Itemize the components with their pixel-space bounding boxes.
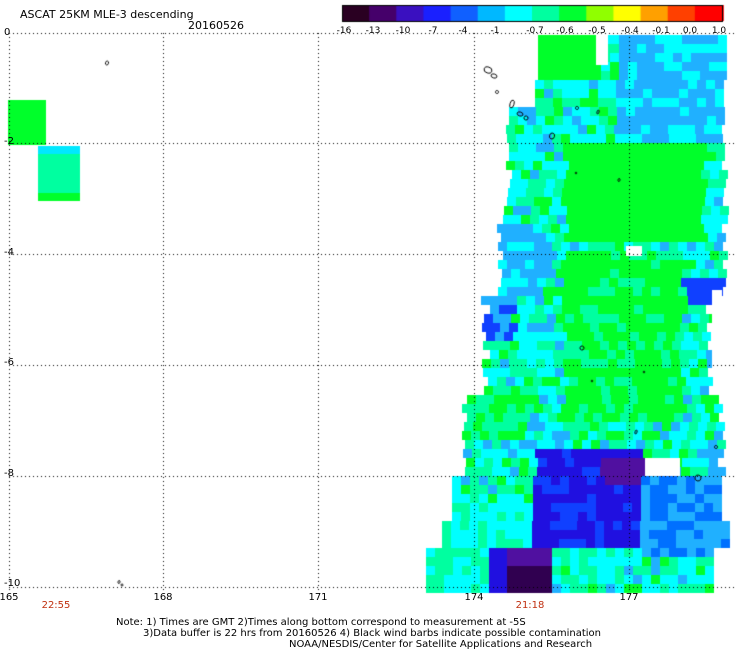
colorbar-label: 0.0 [682, 26, 698, 36]
longitude-label: 174 [464, 592, 484, 603]
map-date: 20160526 [188, 19, 244, 32]
colorbar-label: -0.1 [652, 26, 670, 36]
latitude-label: -4 [4, 247, 14, 258]
longitude-label: 177 [619, 592, 639, 603]
colorbar-label: -16 [336, 26, 352, 36]
latitude-label: -8 [4, 468, 14, 479]
footer-credit: NOAA/NESDIS/Center for Satellite Applica… [289, 639, 593, 650]
latitude-label: -10 [4, 578, 21, 589]
colorbar-label: -0.6 [556, 26, 574, 36]
time-label: 22:55 [41, 600, 71, 611]
colorbar-label: -13 [365, 26, 381, 36]
longitude-label: 165 [0, 592, 19, 603]
colorbar-label: -0.4 [621, 26, 639, 36]
colorbar-label: -1 [490, 26, 500, 36]
latitude-label: -6 [4, 357, 14, 368]
latitude-label: 0 [4, 27, 11, 38]
map-title: ASCAT 25KM MLE-3 descending [20, 8, 194, 21]
time-label: 21:18 [515, 600, 545, 611]
colorbar-label: -4 [458, 26, 468, 36]
colorbar-label: -0.7 [526, 26, 544, 36]
longitude-label: 171 [308, 592, 328, 603]
colorbar-label: -10 [395, 26, 411, 36]
footer-note-line2: 3)Data buffer is 22 hrs from 20160526 4)… [143, 628, 601, 639]
colorbar-label: -0.5 [588, 26, 606, 36]
colorbar-label: -7 [428, 26, 438, 36]
latitude-label: -2 [4, 136, 14, 147]
colorbar-label: 1.0 [711, 26, 727, 36]
longitude-label: 168 [153, 592, 173, 603]
footer-note-line1: Note: 1) Times are GMT 2)Times along bot… [116, 617, 526, 628]
